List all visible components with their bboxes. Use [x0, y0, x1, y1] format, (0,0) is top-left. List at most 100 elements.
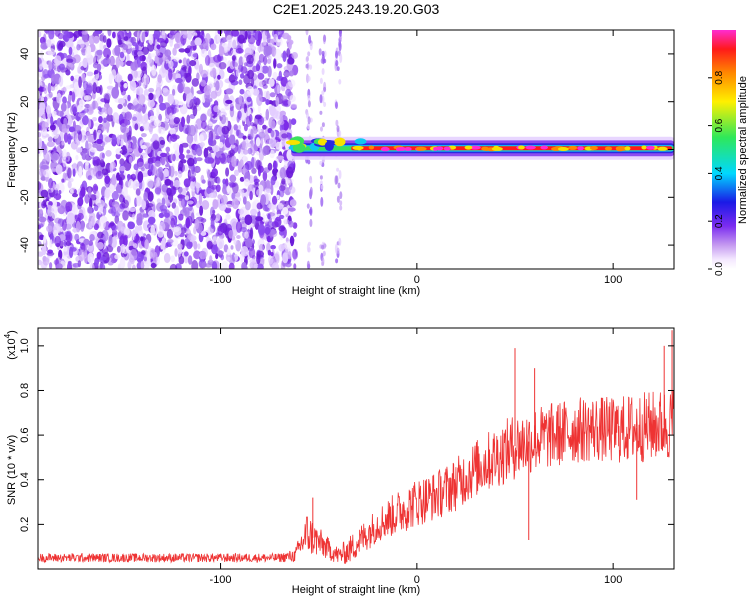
noise-blob — [134, 49, 138, 56]
noise-blob — [109, 162, 114, 174]
noise-blob — [173, 57, 180, 62]
noise-blob — [39, 81, 43, 88]
noise-blob — [262, 37, 267, 46]
noise-blob — [309, 64, 313, 70]
noise-blob — [84, 194, 90, 204]
noise-blob — [161, 183, 168, 193]
noise-blob — [338, 79, 342, 85]
noise-blob — [250, 208, 258, 216]
noise-blob — [75, 147, 83, 154]
noise-blob — [244, 178, 250, 187]
noise-blob — [336, 125, 340, 133]
noise-blob — [245, 115, 252, 128]
noise-blob — [43, 235, 47, 244]
noise-blob — [246, 96, 252, 103]
noise-blob — [212, 236, 218, 245]
noise-blob — [58, 63, 65, 71]
noise-blob — [226, 187, 233, 195]
noise-blob — [233, 124, 238, 131]
noise-blob — [279, 113, 283, 123]
noise-blob — [154, 160, 161, 167]
noise-blob — [277, 84, 280, 95]
noise-blob — [61, 52, 68, 59]
noise-blob — [247, 34, 256, 45]
noise-blob — [293, 263, 297, 269]
noise-blob — [129, 249, 138, 261]
noise-blob — [250, 76, 254, 88]
noise-blob — [228, 134, 236, 145]
noise-blob — [255, 62, 259, 71]
noise-blob — [168, 120, 176, 125]
noise-blob — [231, 155, 237, 168]
noise-blob — [171, 202, 176, 209]
noise-blob — [218, 241, 223, 249]
noise-blob — [289, 186, 296, 194]
noise-blob — [203, 43, 210, 49]
noise-blob — [170, 255, 175, 263]
noise-blob — [141, 106, 146, 113]
noise-blob — [251, 46, 257, 51]
noise-blob — [255, 159, 261, 170]
noise-blob — [283, 72, 291, 77]
noise-blob — [164, 49, 172, 57]
noise-blob — [274, 216, 282, 228]
noise-blob — [147, 216, 156, 225]
noise-blob — [43, 73, 51, 79]
noise-blob — [148, 92, 154, 101]
noise-blob — [133, 70, 138, 78]
noise-blob — [287, 207, 296, 212]
noise-blob — [229, 106, 235, 118]
noise-blob — [186, 149, 191, 154]
noise-blob — [245, 238, 253, 248]
noise-blob — [187, 157, 195, 167]
noise-blob — [216, 33, 220, 43]
signal-blob — [317, 138, 328, 146]
noise-blob — [323, 58, 327, 64]
noise-blob — [215, 80, 220, 91]
noise-blob — [41, 121, 49, 130]
noise-blob — [73, 124, 82, 132]
noise-blob — [56, 263, 63, 269]
noise-blob — [136, 30, 140, 41]
noise-blob — [143, 154, 149, 164]
noise-blob — [117, 30, 125, 40]
noise-blob — [254, 114, 262, 120]
noise-blob — [211, 261, 218, 269]
noise-blob — [339, 200, 343, 206]
noise-blob — [79, 99, 85, 106]
noise-blob — [256, 253, 261, 265]
noise-blob — [115, 56, 121, 69]
noise-blob — [164, 178, 172, 186]
noise-blob — [140, 145, 147, 150]
noise-blob — [104, 187, 111, 199]
noise-blob — [247, 30, 255, 35]
noise-blob — [256, 94, 263, 106]
noise-blob — [169, 30, 177, 36]
colorbar-tick-label: 0.0 — [714, 262, 725, 276]
noise-blob — [233, 239, 238, 245]
noise-blob — [155, 90, 161, 98]
noise-blob — [196, 72, 200, 81]
noise-blob — [307, 100, 311, 108]
noise-blob — [264, 77, 269, 85]
noise-blob — [145, 56, 153, 64]
noise-blob — [76, 87, 84, 99]
noise-blob — [182, 34, 188, 39]
noise-blob — [293, 232, 297, 238]
noise-blob — [177, 170, 183, 178]
noise-blob — [62, 157, 67, 168]
noise-blob — [116, 245, 121, 253]
noise-blob — [127, 148, 133, 153]
signal-blob — [285, 140, 301, 145]
noise-blob — [123, 234, 128, 240]
noise-blob — [156, 49, 161, 56]
noise-blob — [127, 94, 131, 102]
noise-blob — [208, 192, 217, 198]
noise-blob — [169, 153, 174, 161]
noise-blob — [256, 188, 263, 197]
noise-blob — [153, 119, 162, 127]
noise-blob — [188, 171, 197, 178]
noise-blob — [320, 184, 324, 190]
noise-blob — [193, 240, 198, 250]
noise-blob — [158, 94, 164, 105]
